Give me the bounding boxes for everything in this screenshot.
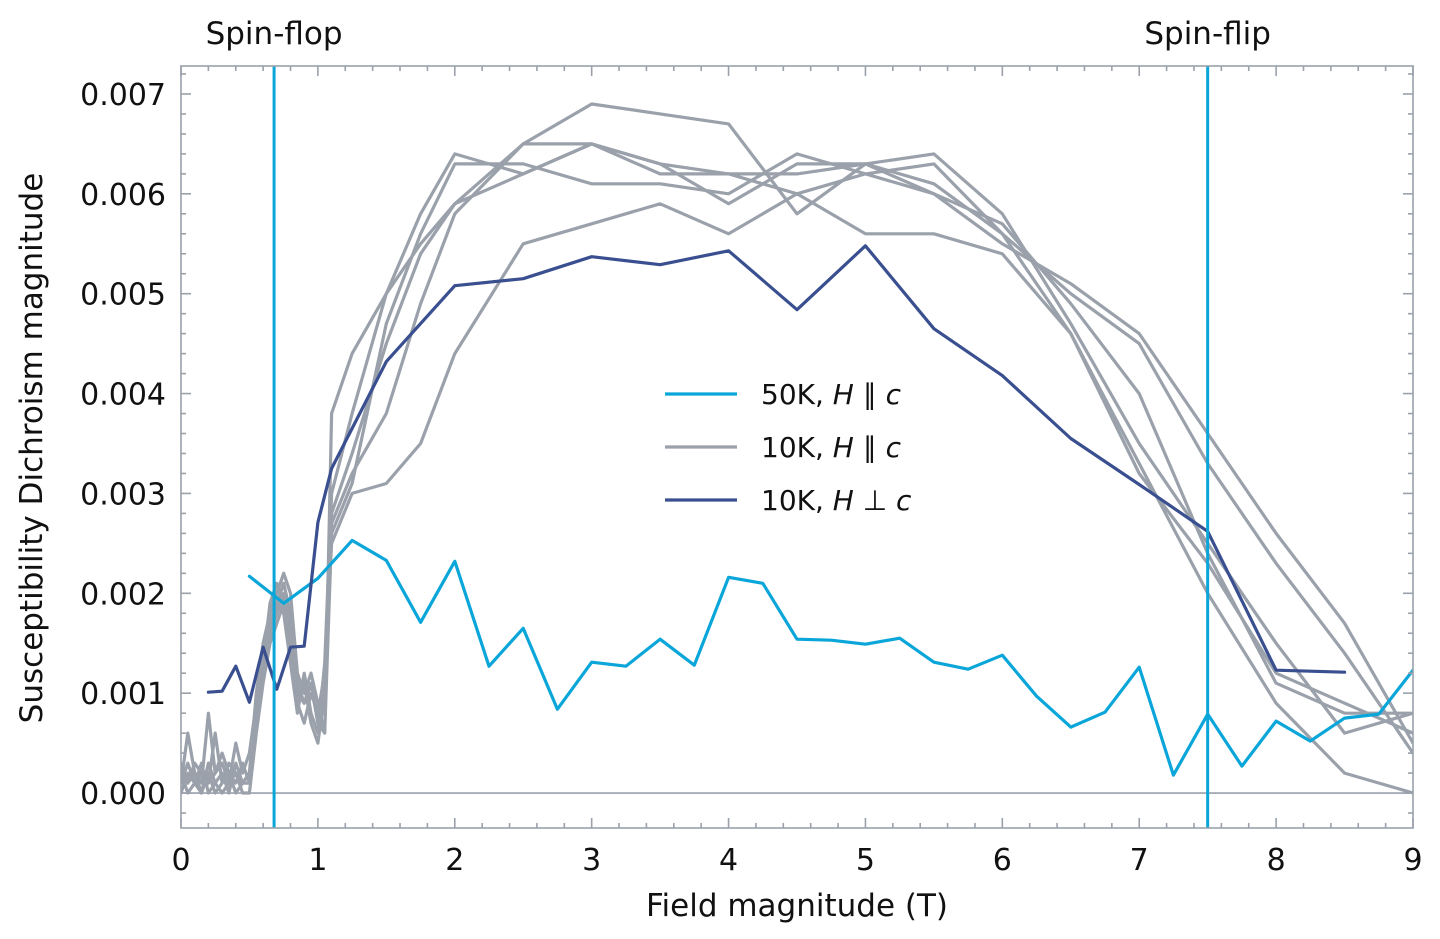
series-line-6 <box>181 142 1413 795</box>
y-tick-label: 0.004 <box>80 378 166 413</box>
x-tick-label: 6 <box>993 843 1012 878</box>
y-tick-label: 0.005 <box>80 278 166 313</box>
annotation-2: Spin-flip <box>1144 16 1271 52</box>
series-line-1 <box>181 152 1413 785</box>
x-tick-label: 9 <box>1403 843 1422 878</box>
x-tick-label: 3 <box>582 843 601 878</box>
axes-frame <box>180 65 1414 829</box>
x-axis-label: Field magnitude (T) <box>646 888 948 924</box>
legend: 50K, H ∥ c 10K, H ∥ c 10K, H ⊥ c <box>665 378 912 517</box>
axis-ticks <box>180 66 1414 828</box>
x-tick-label: 7 <box>1130 843 1149 878</box>
legend-entry-1: 50K, H ∥ c <box>761 378 902 411</box>
plot-frame <box>180 65 1414 829</box>
x-tick-label: 4 <box>719 843 738 878</box>
y-tick-label: 0.007 <box>80 78 166 113</box>
x-tick-label: 1 <box>308 843 327 878</box>
y-tick-label: 0.002 <box>80 577 166 612</box>
y-tick-label: 0.000 <box>80 777 166 812</box>
series-line-3 <box>181 142 1413 795</box>
x-tick-label: 8 <box>1267 843 1286 878</box>
y-tick-label: 0.001 <box>80 677 166 712</box>
series-line-7 <box>247 538 1413 777</box>
y-tick-label: 0.006 <box>80 178 166 213</box>
y-axis-label: Susceptibility Dichroism magnitude <box>14 173 50 724</box>
series-layer <box>181 66 1413 828</box>
tick-labels: 0 1 2 3 4 5 6 7 8 9 0.000 0.001 0.002 0.003 0.004 0.005… <box>80 78 1422 878</box>
annotations: Spin-flop Spin-flip <box>206 16 1271 52</box>
legend-entry-3: 10K, H ⊥ c <box>761 484 912 517</box>
series-line-4 <box>181 142 1413 795</box>
y-tick-label: 0.003 <box>80 477 166 512</box>
legend-entry-2: 10K, H ∥ c <box>761 431 902 464</box>
x-tick-label: 5 <box>856 843 875 878</box>
annotation-1: Spin-flop <box>206 16 343 52</box>
x-tick-label: 2 <box>445 843 464 878</box>
series-line-8 <box>206 244 1347 704</box>
x-tick-label: 0 <box>171 843 190 878</box>
plot-area <box>181 66 1413 828</box>
